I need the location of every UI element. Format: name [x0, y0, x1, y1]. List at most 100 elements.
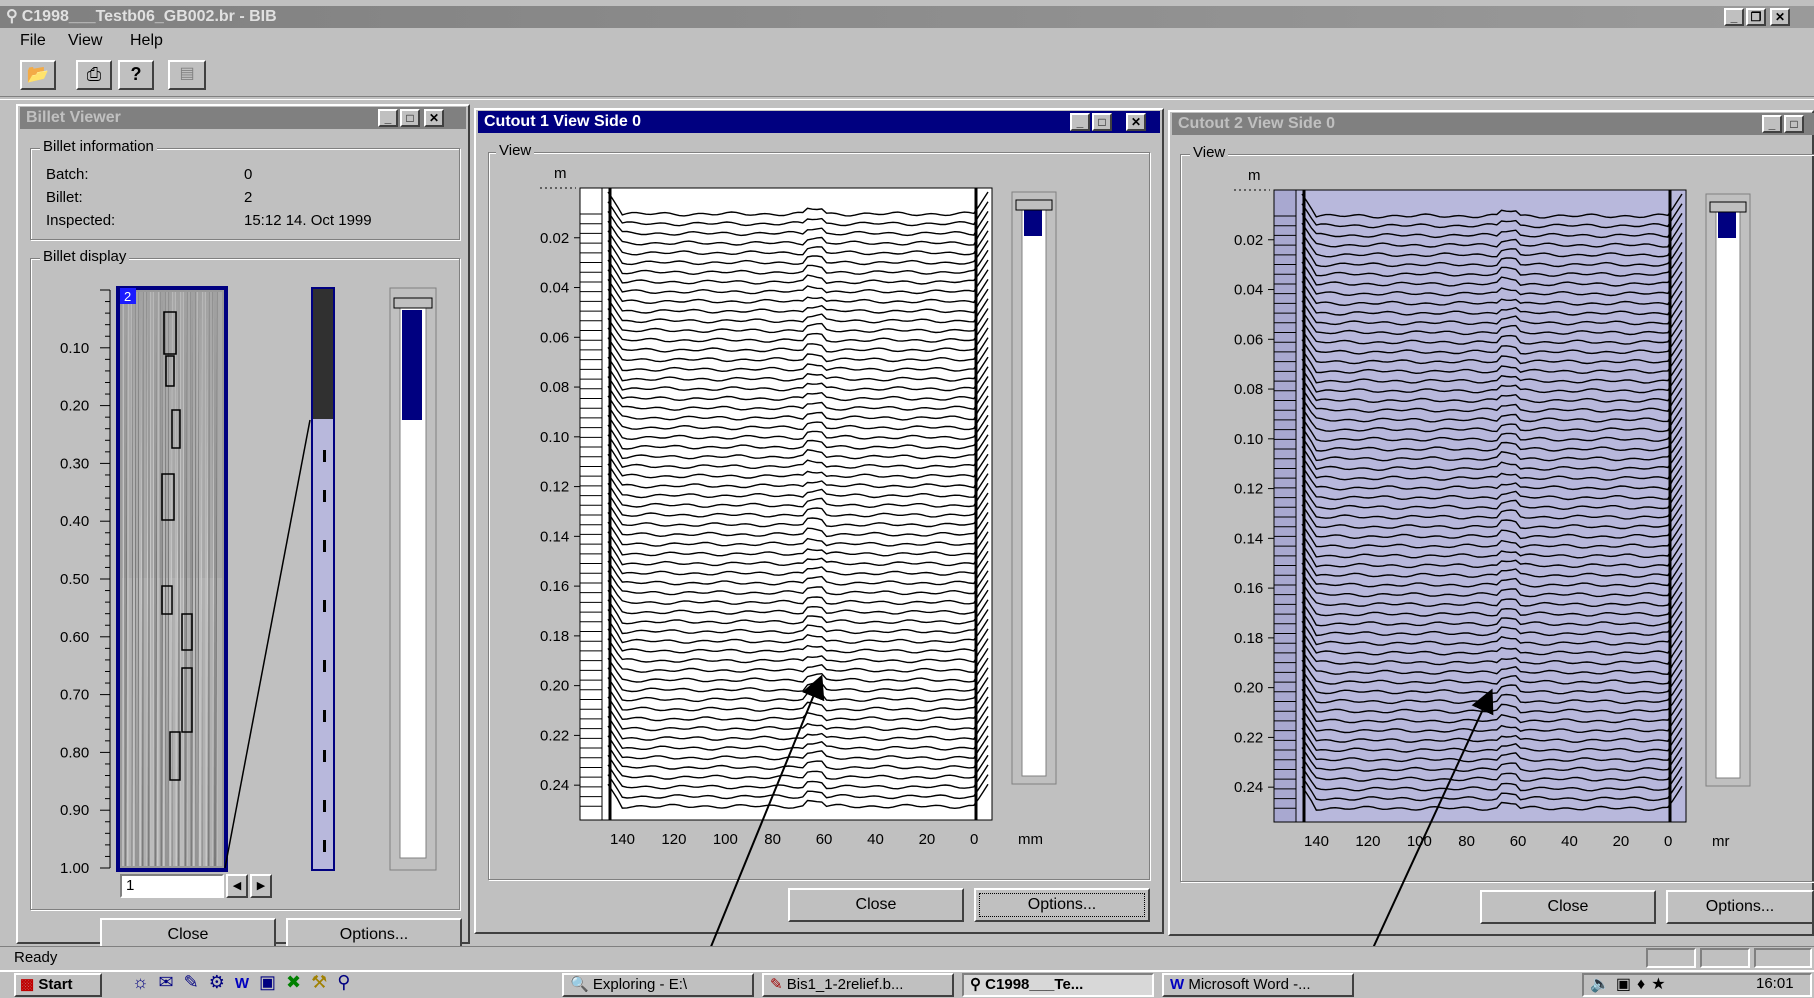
plot-slider-thumb[interactable]	[1709, 201, 1747, 213]
axis-tick-label: 0.70	[60, 687, 89, 704]
y-tick-label: 0.02	[1234, 232, 1263, 249]
billet-grain	[131, 291, 134, 867]
find-icon[interactable]: ⚲	[337, 972, 361, 992]
task-label: Bis1_1-2relief.b...	[786, 976, 904, 993]
app-title: C1998___Testb06_GB002.br - BIB	[21, 8, 277, 25]
minimize-icon[interactable]: _	[378, 109, 398, 127]
profile-line	[607, 541, 989, 567]
agent-icon[interactable]: ★	[1651, 976, 1672, 993]
y-unit-label: m	[1248, 167, 1261, 184]
billet-close-button[interactable]: Close	[100, 918, 276, 950]
task-label: Microsoft Word -...	[1188, 976, 1311, 993]
bib-icon: ⚲	[970, 976, 981, 993]
scroll-left-icon[interactable]: ◀	[226, 874, 248, 898]
task-word[interactable]: W Microsoft Word -...	[1162, 973, 1354, 997]
document-button[interactable]: ▤	[168, 60, 206, 90]
outlook-icon[interactable]: ✉	[158, 972, 184, 992]
strip-mark	[323, 750, 326, 762]
billet-grain	[176, 291, 179, 867]
axis-tick-label: 0.80	[60, 744, 89, 761]
cutout2-titlebar[interactable]: Cutout 2 View Side 0	[1172, 113, 1814, 135]
help-icon: ?	[130, 64, 142, 84]
cutout2-title: Cutout 2 View Side 0	[1178, 115, 1336, 132]
start-button[interactable]: ▩ Start	[14, 973, 102, 997]
profile-line	[1301, 416, 1683, 443]
defect-box	[181, 613, 193, 651]
minimize-icon[interactable]: _	[1762, 115, 1782, 133]
start-label: Start	[38, 976, 73, 993]
billet-slider-thumb[interactable]	[393, 297, 433, 309]
profile-line	[1301, 504, 1683, 530]
profile-line	[1301, 514, 1683, 540]
desktop-icon[interactable]: ✎	[183, 972, 209, 992]
profile-line	[607, 201, 989, 227]
y-tick-label: 0.12	[540, 479, 569, 496]
profile-line	[607, 385, 989, 411]
profile-line	[1301, 446, 1683, 472]
billet-viewer-titlebar[interactable]: Billet Viewer	[20, 107, 466, 129]
open-button[interactable]: 📂	[20, 60, 56, 90]
task-exploring[interactable]: 🔍 Exploring - E:\	[562, 973, 754, 997]
profile-line	[607, 609, 989, 635]
profile-line	[1301, 494, 1683, 520]
billet-grain	[137, 291, 140, 867]
billet-grain	[149, 291, 152, 867]
maximize-icon[interactable]: □	[400, 109, 420, 127]
profile-line	[1301, 281, 1683, 307]
minimize-icon[interactable]: _	[1724, 8, 1744, 26]
axis-tick-label: 0.60	[60, 629, 89, 646]
plot-slider-thumb[interactable]	[1015, 199, 1053, 211]
billet-display-group	[30, 258, 460, 910]
profile-line	[607, 628, 989, 654]
billet-grain	[179, 291, 182, 867]
channel-icon[interactable]: ⚙	[208, 972, 235, 992]
profile-line	[1301, 601, 1683, 627]
help-button[interactable]: ?	[118, 60, 154, 90]
excel-icon[interactable]: ✖	[286, 972, 312, 992]
tools-icon[interactable]: ⚒	[311, 972, 338, 992]
screen-icon[interactable]: ▣	[259, 972, 287, 992]
batch-value: 0	[244, 166, 253, 183]
menu-view[interactable]: View	[68, 32, 103, 49]
print-button[interactable]: ⎙	[76, 60, 112, 90]
profile-line	[1301, 572, 1683, 598]
cutout2-close-button[interactable]: Close	[1480, 890, 1656, 924]
monitor-icon[interactable]: ▣	[1615, 976, 1638, 993]
menu-file[interactable]: File	[20, 32, 46, 49]
word-icon[interactable]: W	[234, 975, 259, 992]
axis-tick-label: 0.10	[60, 340, 89, 357]
close-icon[interactable]: ✕	[424, 109, 444, 127]
task-bis[interactable]: ✎ Bis1_1-2relief.b...	[762, 973, 954, 997]
maximize-icon[interactable]: □	[1092, 113, 1112, 131]
restore-icon[interactable]: ❐	[1746, 8, 1766, 26]
strip-mark	[323, 490, 326, 502]
network-icon[interactable]: ♦	[1637, 976, 1652, 993]
cutout2-relief-plot: m 0.02 0.04 0.06 0.08 0.10 0.12 0.14 0.16 0.18 0.2…	[1234, 167, 1751, 850]
menu-help[interactable]: Help	[130, 32, 163, 49]
billet-slider-fill	[402, 310, 422, 420]
billet-info-label: Billet information	[40, 138, 157, 155]
profile-line	[607, 405, 989, 431]
profile-line	[607, 570, 989, 596]
y-tick-label: 0.18	[540, 628, 569, 645]
cutout1-close-button[interactable]: Close	[788, 888, 964, 922]
close-icon[interactable]: ✕	[1770, 8, 1790, 26]
billet-strip[interactable]	[311, 287, 335, 871]
billet-options-button[interactable]: Options...	[286, 918, 462, 950]
maximize-icon[interactable]: □	[1784, 115, 1804, 133]
scroll-right-icon[interactable]: ▶	[250, 874, 272, 898]
speaker-icon[interactable]: 🔈	[1590, 976, 1616, 993]
ie-icon[interactable]: ☼	[132, 972, 159, 992]
axis-tick-label: 0.90	[60, 802, 89, 819]
profile-line	[607, 531, 989, 557]
cutout2-options-button[interactable]: Options...	[1666, 890, 1814, 924]
profile-line	[1301, 349, 1683, 375]
billet-grain	[206, 291, 209, 867]
close-icon[interactable]: ✕	[1126, 113, 1146, 131]
task-c1998[interactable]: ⚲ C1998___Te...	[962, 973, 1154, 997]
cutout1-titlebar[interactable]: Cutout 1 View Side 0	[478, 111, 1160, 133]
minimize-icon[interactable]: _	[1070, 113, 1090, 131]
cutout1-options-button[interactable]: Options...	[974, 888, 1150, 922]
billet-index-input[interactable]: 1	[120, 874, 224, 898]
profile-line	[1301, 523, 1683, 549]
